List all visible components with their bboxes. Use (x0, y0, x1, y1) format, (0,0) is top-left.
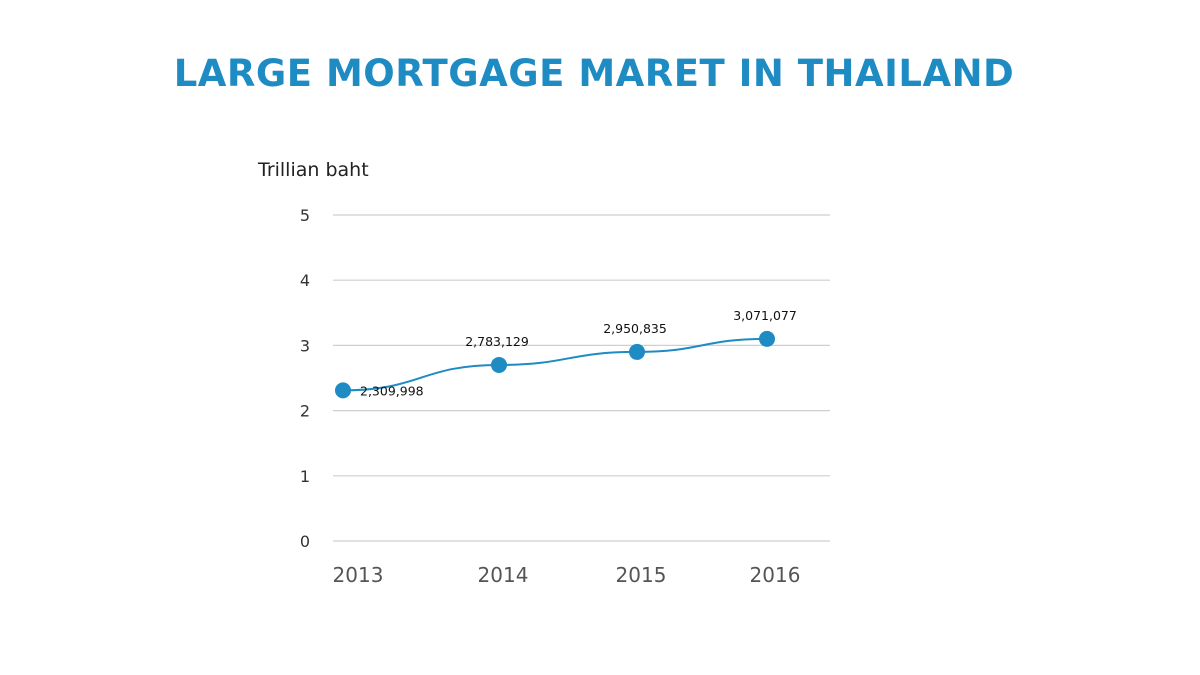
data-label-2015: 2,950,835 (603, 321, 667, 336)
data-point-2015 (629, 343, 645, 360)
y-tick-label: 1 (300, 467, 310, 486)
x-tick-label: 2014 (478, 563, 529, 587)
x-tick-label: 2015 (616, 563, 667, 587)
y-tick-label: 3 (300, 336, 310, 355)
y-axis-unit-label: Trillian baht (257, 159, 369, 181)
y-tick-label: 5 (300, 206, 310, 225)
y-tick-label: 4 (300, 271, 310, 290)
data-label-2013: 2,309,998 (360, 383, 424, 398)
data-point-2013 (335, 382, 351, 399)
data-label-2014: 2,783,129 (465, 334, 529, 349)
data-label-2016: 3,071,077 (733, 308, 797, 323)
y-tick-label: 2 (300, 402, 310, 421)
chart-title: LARGE MORTGAGE MARET IN THAILAND (173, 52, 1015, 95)
data-point-2014 (491, 356, 507, 373)
data-point-2016 (759, 330, 775, 347)
x-tick-label: 2016 (750, 563, 801, 587)
series-line (342, 337, 768, 392)
y-tick-label: 0 (300, 532, 310, 551)
x-tick-label: 2013 (333, 563, 384, 587)
